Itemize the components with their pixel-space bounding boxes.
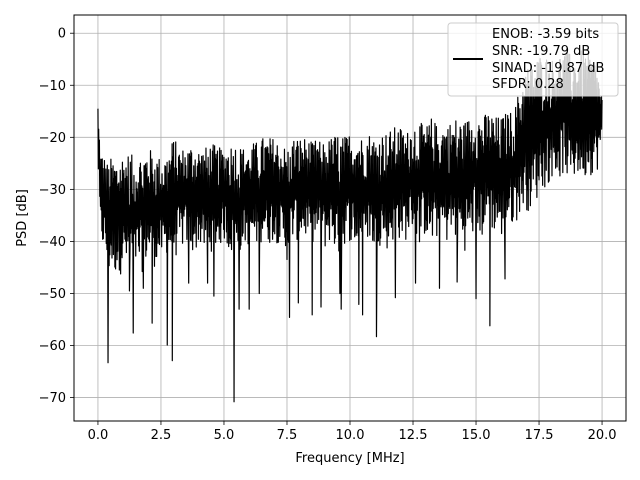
y-tick-label: −10 — [39, 79, 66, 94]
plot-area — [97, 50, 603, 403]
y-tick-label: −30 — [39, 183, 66, 198]
legend-enob: ENOB: -3.59 bits — [492, 27, 599, 42]
y-tick-label: −40 — [39, 235, 66, 250]
x-tick-label: 15.0 — [462, 428, 491, 443]
legend-snr: SNR: -19.79 dB — [492, 44, 590, 59]
y-tick-label: −50 — [39, 287, 66, 302]
x-tick-label: 2.5 — [151, 428, 172, 443]
x-axis-ticks: 0.0 2.5 5.0 7.5 10.0 12.5 15.0 17.5 20.0 — [88, 421, 617, 443]
x-tick-label: 17.5 — [525, 428, 554, 443]
x-tick-label: 5.0 — [214, 428, 235, 443]
y-axis-ticks: 0 −10 −20 −30 −40 −50 −60 −70 — [39, 27, 74, 406]
y-tick-label: −60 — [39, 339, 66, 354]
y-axis-label: PSD [dB] — [15, 189, 30, 247]
x-tick-label: 10.0 — [336, 428, 365, 443]
x-tick-label: 0.0 — [88, 428, 109, 443]
psd-series-line — [97, 50, 603, 403]
x-tick-label: 12.5 — [399, 428, 428, 443]
legend-sinad: SINAD: -19.87 dB — [492, 61, 604, 76]
legend-sfdr: SFDR: 0.28 — [492, 77, 564, 92]
y-tick-label: −20 — [39, 131, 66, 146]
legend: ENOB: -3.59 bits SNR: -19.79 dB SINAD: -… — [447, 22, 619, 97]
y-tick-label: −70 — [39, 391, 66, 406]
x-tick-label: 20.0 — [588, 428, 617, 443]
x-tick-label: 7.5 — [277, 428, 298, 443]
x-axis-label: Frequency [MHz] — [295, 451, 404, 466]
y-tick-label: 0 — [58, 27, 66, 42]
legend-box — [447, 22, 619, 97]
